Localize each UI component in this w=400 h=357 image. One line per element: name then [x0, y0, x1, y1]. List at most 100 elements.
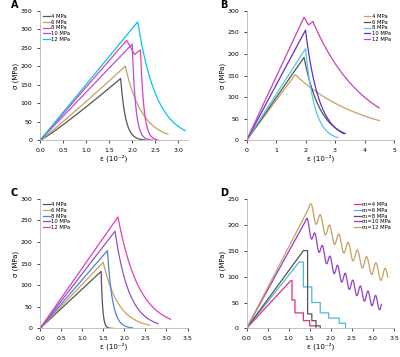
Legend: σ₃=4 MPa, σ₃=6 MPa, σ₃=8 MPa, σ₃=10 MPa, σ₃=12 MPa: σ₃=4 MPa, σ₃=6 MPa, σ₃=8 MPa, σ₃=10 MPa,…	[354, 201, 391, 231]
12 MPa	[90, 75, 95, 79]
6 MPa	[96, 265, 101, 270]
10 MPa	[303, 28, 308, 32]
σ₃=6 MPa	[282, 279, 286, 283]
12 MPa	[330, 57, 335, 61]
10 MPa	[335, 128, 340, 132]
Legend: 4 MPa, 6 MPa, 8 MPa, 10 MPa, 12 MPa: 4 MPa, 6 MPa, 8 MPa, 10 MPa, 12 MPa	[363, 13, 391, 42]
12 MPa	[315, 30, 320, 35]
4 MPa	[334, 102, 339, 106]
σ₃=12 MPa	[300, 218, 305, 222]
σ₃=4 MPa	[314, 326, 318, 331]
4 MPa	[120, 94, 125, 99]
8 MPa	[285, 75, 290, 80]
6 MPa	[275, 94, 280, 98]
8 MPa	[257, 119, 262, 123]
8 MPa	[38, 138, 42, 142]
6 MPa	[55, 308, 60, 313]
10 MPa	[116, 56, 121, 61]
6 MPa	[336, 128, 341, 132]
Text: B: B	[220, 0, 227, 10]
Line: σ₃=10 MPa: σ₃=10 MPa	[246, 218, 381, 328]
8 MPa	[97, 258, 102, 262]
4 MPa	[38, 326, 42, 331]
4 MPa	[74, 112, 79, 116]
6 MPa	[38, 326, 42, 331]
σ₃=6 MPa	[253, 315, 258, 319]
6 MPa	[101, 260, 106, 265]
6 MPa	[96, 88, 101, 92]
8 MPa	[334, 135, 338, 139]
6 MPa	[251, 128, 256, 132]
σ₃=12 MPa	[385, 275, 390, 279]
4 MPa	[64, 120, 68, 125]
Line: 12 MPa: 12 MPa	[246, 17, 379, 140]
Line: 10 MPa: 10 MPa	[40, 44, 153, 140]
Text: A: A	[10, 0, 18, 10]
10 MPa	[92, 81, 97, 85]
10 MPa	[150, 138, 155, 142]
6 MPa	[40, 136, 45, 141]
12 MPa	[46, 129, 50, 133]
σ₃=10 MPa	[332, 272, 336, 276]
4 MPa	[101, 310, 106, 314]
8 MPa	[141, 102, 146, 106]
Line: 8 MPa: 8 MPa	[40, 40, 158, 140]
σ₃=6 MPa	[293, 265, 298, 269]
10 MPa	[113, 229, 118, 233]
σ₃=8 MPa	[272, 287, 277, 292]
8 MPa	[120, 322, 124, 326]
σ₃=10 MPa	[317, 250, 322, 255]
X-axis label: ε (10⁻²): ε (10⁻²)	[100, 155, 127, 162]
Line: σ₃=8 MPa: σ₃=8 MPa	[246, 251, 320, 328]
4 MPa	[102, 321, 107, 326]
σ₃=6 MPa	[289, 270, 294, 274]
6 MPa	[56, 124, 60, 128]
4 MPa	[131, 134, 136, 138]
12 MPa	[310, 20, 314, 24]
σ₃=10 MPa	[315, 242, 320, 247]
12 MPa	[244, 138, 249, 142]
8 MPa	[124, 38, 129, 42]
10 MPa	[276, 79, 280, 84]
σ₃=4 MPa	[276, 292, 280, 297]
10 MPa	[66, 290, 70, 294]
8 MPa	[146, 129, 150, 133]
12 MPa	[38, 138, 42, 142]
σ₃=4 MPa	[307, 318, 312, 323]
Line: 6 MPa: 6 MPa	[40, 66, 168, 140]
4 MPa	[118, 76, 123, 81]
12 MPa	[183, 129, 188, 133]
12 MPa	[79, 267, 84, 271]
12 MPa	[302, 15, 306, 19]
8 MPa	[266, 104, 271, 108]
σ₃=8 MPa	[245, 325, 250, 330]
6 MPa	[302, 55, 306, 60]
12 MPa	[168, 317, 173, 321]
4 MPa	[140, 137, 144, 142]
σ₃=12 MPa	[365, 256, 370, 260]
8 MPa	[83, 86, 88, 90]
12 MPa	[74, 94, 79, 98]
10 MPa	[54, 306, 58, 310]
6 MPa	[166, 132, 170, 136]
10 MPa	[249, 129, 254, 134]
12 MPa	[160, 313, 164, 317]
Line: 6 MPa: 6 MPa	[40, 262, 150, 328]
Text: C: C	[10, 188, 18, 198]
10 MPa	[145, 316, 150, 321]
10 MPa	[40, 323, 45, 328]
8 MPa	[244, 138, 249, 142]
σ₃=6 MPa	[257, 310, 262, 314]
6 MPa	[70, 112, 74, 116]
σ₃=6 MPa	[248, 322, 253, 326]
Line: 12 MPa: 12 MPa	[40, 217, 171, 328]
8 MPa	[336, 136, 340, 140]
σ₃=4 MPa	[288, 278, 293, 283]
6 MPa	[339, 130, 344, 134]
Line: 4 MPa: 4 MPa	[40, 271, 114, 328]
10 MPa	[251, 125, 256, 129]
σ₃=8 MPa	[301, 248, 306, 253]
σ₃=4 MPa	[244, 326, 249, 331]
σ₃=4 MPa	[246, 325, 250, 329]
6 MPa	[244, 138, 249, 142]
